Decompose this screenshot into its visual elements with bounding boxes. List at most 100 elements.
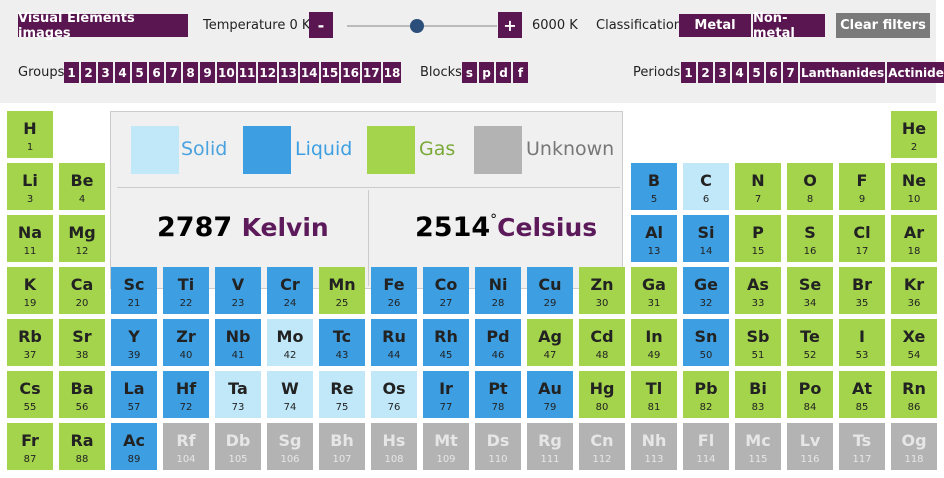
element-cell[interactable]: Na 11 (7, 215, 53, 262)
group-button[interactable]: 15 (320, 62, 340, 83)
element-cell[interactable]: Nh 113 (631, 423, 677, 470)
element-cell[interactable]: Lv 116 (787, 423, 833, 470)
element-cell[interactable]: Sb 51 (735, 319, 781, 366)
element-cell[interactable]: Tl 81 (631, 371, 677, 418)
period-button[interactable]: Actinides (887, 62, 944, 83)
element-cell[interactable]: Ts 117 (839, 423, 885, 470)
element-cell[interactable]: In 49 (631, 319, 677, 366)
block-button[interactable]: s (462, 62, 477, 83)
metal-button[interactable]: Metal (679, 14, 751, 37)
element-cell[interactable]: Re 75 (319, 371, 365, 418)
group-button[interactable]: 14 (299, 62, 319, 83)
element-cell[interactable]: At 85 (839, 371, 885, 418)
element-cell[interactable]: Kr 36 (891, 267, 937, 314)
element-cell[interactable]: Ra 88 (59, 423, 105, 470)
element-cell[interactable]: Bh 107 (319, 423, 365, 470)
element-cell[interactable]: Al 13 (631, 215, 677, 262)
element-cell[interactable]: Br 35 (839, 267, 885, 314)
element-cell[interactable]: Te 52 (787, 319, 833, 366)
element-cell[interactable]: Sg 106 (267, 423, 313, 470)
element-cell[interactable]: Rg 111 (527, 423, 573, 470)
images-button[interactable]: Visual Elements images (18, 11, 188, 41)
element-cell[interactable]: Mn 25 (319, 267, 365, 314)
element-cell[interactable]: Ru 44 (371, 319, 417, 366)
element-cell[interactable]: As 33 (735, 267, 781, 314)
slider-thumb[interactable] (409, 19, 424, 33)
element-cell[interactable]: Rf 104 (163, 423, 209, 470)
element-cell[interactable]: Se 34 (787, 267, 833, 314)
element-cell[interactable]: Pb 82 (683, 371, 729, 418)
period-button[interactable]: 1 (681, 62, 696, 83)
element-cell[interactable]: Ni 28 (475, 267, 521, 314)
group-button[interactable]: 5 (132, 62, 147, 83)
element-cell[interactable]: Be 4 (59, 163, 105, 210)
group-button[interactable]: 11 (237, 62, 257, 83)
element-cell[interactable]: Nb 41 (215, 319, 261, 366)
group-button[interactable]: 7 (166, 62, 181, 83)
element-cell[interactable]: Cs 55 (7, 371, 53, 418)
group-button[interactable]: 12 (258, 62, 278, 83)
element-cell[interactable]: Cu 29 (527, 267, 573, 314)
element-cell[interactable]: W 74 (267, 371, 313, 418)
element-cell[interactable]: I 53 (839, 319, 885, 366)
element-cell[interactable]: P 15 (735, 215, 781, 262)
element-cell[interactable]: Ac 89 (111, 423, 157, 470)
element-cell[interactable]: Ta 73 (215, 371, 261, 418)
nonmetal-button[interactable]: Non-metal (753, 11, 825, 41)
element-cell[interactable]: Cd 48 (579, 319, 625, 366)
group-button[interactable]: 1 (64, 62, 79, 83)
element-cell[interactable]: Fe 26 (371, 267, 417, 314)
element-cell[interactable]: La 57 (111, 371, 157, 418)
element-cell[interactable]: Li 3 (7, 163, 53, 210)
element-cell[interactable]: Ga 31 (631, 267, 677, 314)
period-button[interactable]: 6 (766, 62, 781, 83)
element-cell[interactable]: Ds 110 (475, 423, 521, 470)
element-cell[interactable]: Mt 109 (423, 423, 469, 470)
element-cell[interactable]: Zr 40 (163, 319, 209, 366)
element-cell[interactable]: Cn 112 (579, 423, 625, 470)
element-cell[interactable]: Cr 24 (267, 267, 313, 314)
element-cell[interactable]: Bi 83 (735, 371, 781, 418)
element-cell[interactable]: Pd 46 (475, 319, 521, 366)
group-button[interactable]: 6 (149, 62, 164, 83)
element-cell[interactable]: Sn 50 (683, 319, 729, 366)
element-cell[interactable]: Au 79 (527, 371, 573, 418)
period-button[interactable]: 4 (732, 62, 747, 83)
element-cell[interactable]: Ne 10 (891, 163, 937, 210)
element-cell[interactable]: Fr 87 (7, 423, 53, 470)
element-cell[interactable]: Db 105 (215, 423, 261, 470)
group-button[interactable]: 9 (200, 62, 215, 83)
period-button[interactable]: 7 (783, 62, 798, 83)
element-cell[interactable]: Fl 114 (683, 423, 729, 470)
group-button[interactable]: 2 (81, 62, 96, 83)
period-button[interactable]: 2 (698, 62, 713, 83)
group-button[interactable]: 17 (361, 62, 381, 83)
element-cell[interactable]: V 23 (215, 267, 261, 314)
element-cell[interactable]: Ir 77 (423, 371, 469, 418)
element-cell[interactable]: Si 14 (683, 215, 729, 262)
group-button[interactable]: 4 (115, 62, 130, 83)
element-cell[interactable]: Mc 115 (735, 423, 781, 470)
element-cell[interactable]: K 19 (7, 267, 53, 314)
element-cell[interactable]: Mg 12 (59, 215, 105, 262)
group-button[interactable]: 8 (183, 62, 198, 83)
minus-button[interactable]: - (309, 12, 333, 38)
element-cell[interactable]: Tc 43 (319, 319, 365, 366)
element-cell[interactable]: Hs 108 (371, 423, 417, 470)
element-cell[interactable]: Os 76 (371, 371, 417, 418)
element-cell[interactable]: Co 27 (423, 267, 469, 314)
plus-button[interactable]: + (498, 12, 522, 38)
element-cell[interactable]: Ti 22 (163, 267, 209, 314)
group-button[interactable]: 13 (279, 62, 298, 83)
period-button[interactable]: Lanthanides (800, 62, 886, 83)
group-button[interactable]: 18 (382, 62, 402, 83)
block-button[interactable]: f (513, 62, 528, 83)
group-button[interactable]: 3 (98, 62, 113, 83)
element-cell[interactable]: Ca 20 (59, 267, 105, 314)
element-cell[interactable]: Y 39 (111, 319, 157, 366)
block-button[interactable]: d (496, 62, 511, 83)
